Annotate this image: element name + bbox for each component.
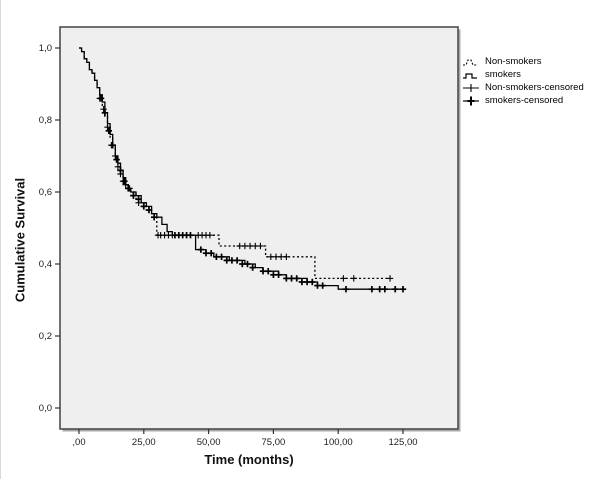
solid-step-icon xyxy=(463,72,477,79)
legend-item-non-smokers-censored: Non-smokers-censored xyxy=(462,81,584,94)
y-axis-title: Cumulative Survival xyxy=(12,177,28,303)
svg-text:0,6: 0,6 xyxy=(39,187,52,198)
plus-line-icon xyxy=(463,83,479,92)
legend-label: Non-smokers xyxy=(485,56,542,67)
legend-item-smokers: smokers xyxy=(462,68,584,81)
svg-text:75,00: 75,00 xyxy=(262,437,286,448)
svg-text:0,0: 0,0 xyxy=(39,403,52,414)
legend-label: smokers-censored xyxy=(485,95,564,106)
legend-label: smokers xyxy=(485,69,521,80)
legend-item-non-smokers: Non-smokers xyxy=(462,55,584,68)
bold-plus-line-icon xyxy=(463,96,479,105)
dotted-step-icon xyxy=(463,58,477,66)
x-axis-title: Time (months) xyxy=(204,452,294,467)
svg-text:125,00: 125,00 xyxy=(388,437,417,448)
svg-text:0,8: 0,8 xyxy=(39,115,52,126)
svg-text:0,2: 0,2 xyxy=(39,331,52,342)
legend-item-smokers-censored: smokers-censored xyxy=(462,94,584,107)
svg-text:0,4: 0,4 xyxy=(39,259,52,270)
svg-text:50,00: 50,00 xyxy=(197,437,221,448)
svg-text:1,0: 1,0 xyxy=(39,43,52,54)
svg-text:25,00: 25,00 xyxy=(132,437,156,448)
svg-text:100,00: 100,00 xyxy=(324,437,353,448)
legend: Non-smokers smokers Non-smokers-censored… xyxy=(462,55,584,107)
legend-label: Non-smokers-censored xyxy=(485,82,584,93)
svg-text:,00: ,00 xyxy=(72,437,85,448)
